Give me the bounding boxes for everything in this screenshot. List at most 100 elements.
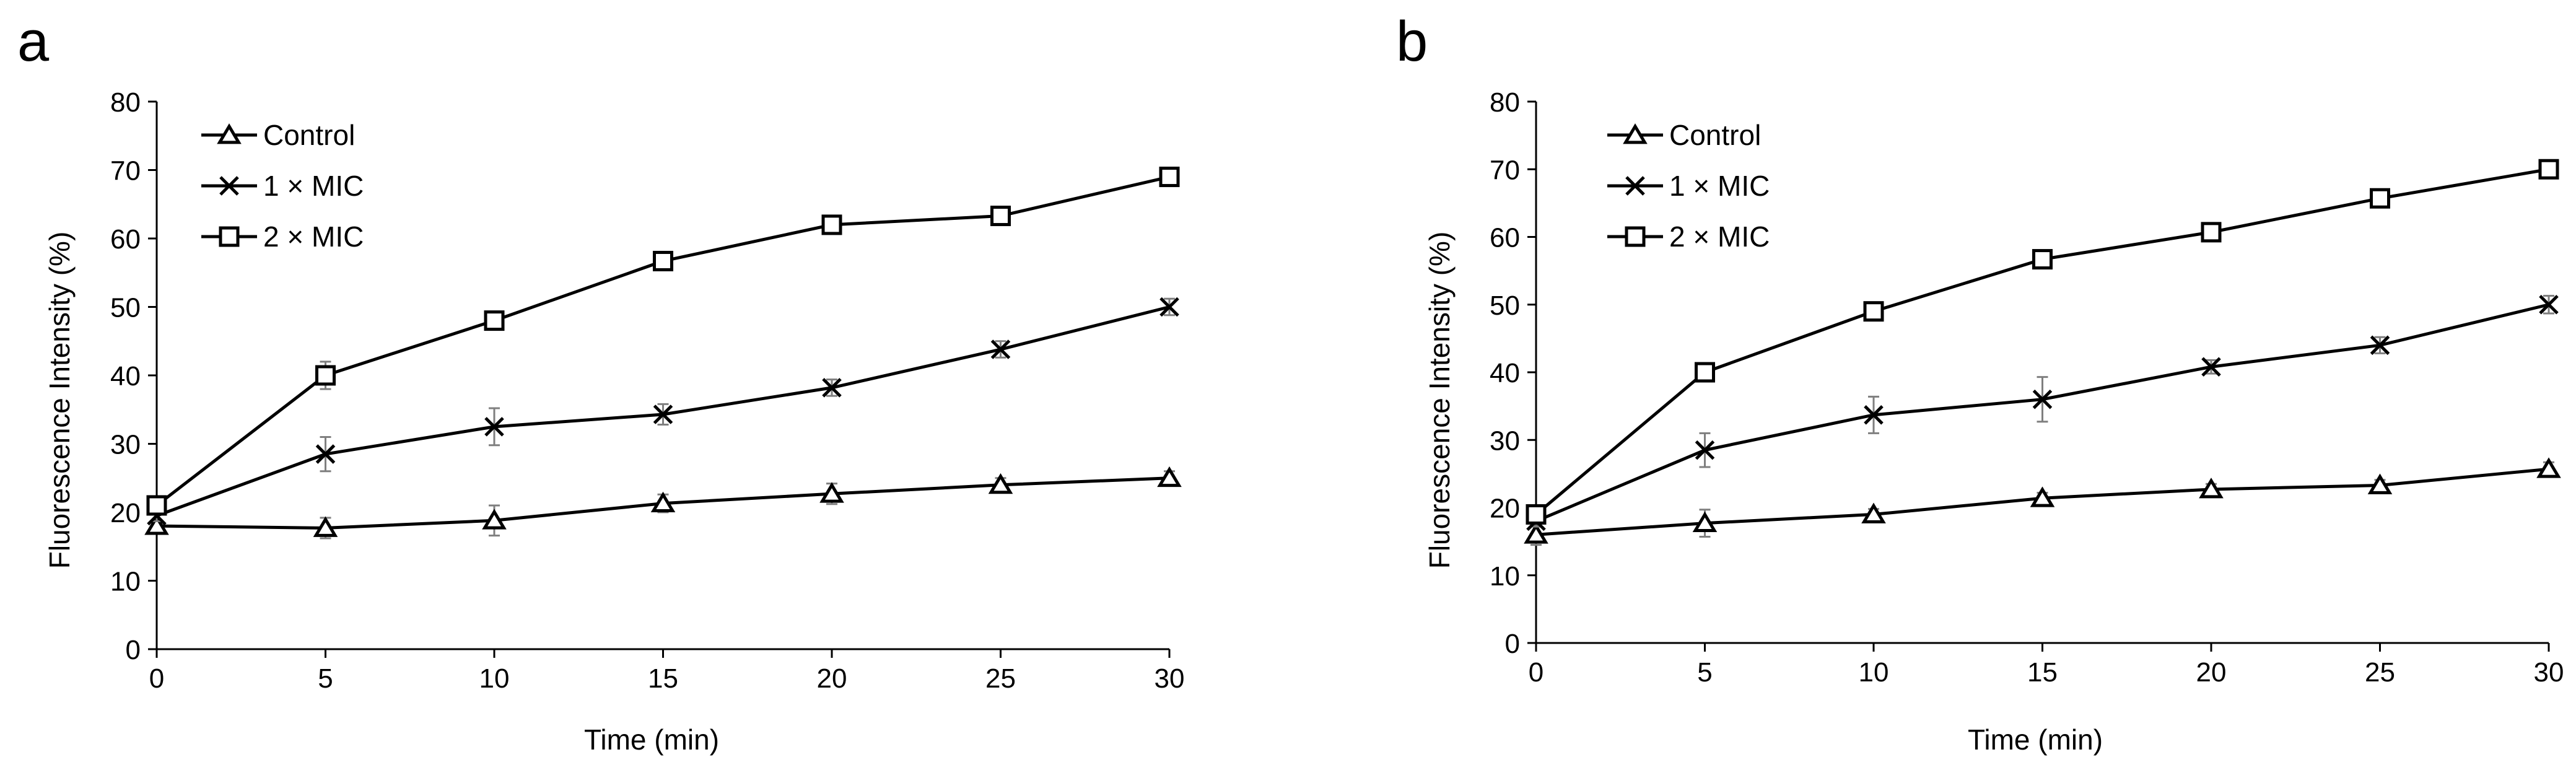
data-point (1159, 297, 1179, 317)
legend-entry: Control (201, 119, 355, 151)
data-point (484, 417, 504, 437)
data-point (315, 444, 336, 464)
series-square (1526, 159, 2559, 525)
y-tick-label: 60 (110, 224, 141, 255)
data-point (1864, 405, 1884, 425)
data-point (653, 404, 673, 424)
data-point (990, 339, 1011, 359)
data-point (315, 365, 336, 386)
legend-marker (219, 226, 240, 247)
x-tick-label: 30 (2534, 657, 2564, 688)
y-tick-label: 20 (1490, 494, 1520, 524)
x-tick-label: 25 (985, 663, 1016, 694)
data-point (2538, 159, 2559, 180)
legend-label: 1 × MIC (1669, 170, 1770, 202)
y-tick-label: 70 (110, 156, 141, 186)
y-tick-label: 40 (110, 361, 141, 391)
y-tick-label: 80 (110, 87, 141, 118)
legend-entry: 2 × MIC (201, 221, 364, 253)
y-tick-label: 0 (126, 635, 141, 665)
panel-b-label: b (1396, 10, 1428, 73)
x-tick-label: 0 (1529, 657, 1543, 688)
x-tick-label: 20 (2196, 657, 2227, 688)
data-point (313, 516, 338, 537)
data-point (2032, 249, 2053, 270)
x-tick-label: 0 (149, 663, 164, 694)
legend-label: Control (263, 119, 355, 151)
data-point (482, 509, 507, 530)
panel-a-label: a (17, 10, 50, 73)
data-point (822, 378, 842, 398)
series-x (1526, 294, 2559, 531)
data-point (650, 491, 676, 513)
data-point (2201, 357, 2221, 377)
series-triangle (1524, 457, 2561, 546)
panel-b: b Fluorescence Intensity (%) Time (min) … (1396, 10, 2564, 756)
legend-label: Control (1669, 119, 1761, 151)
data-point (1692, 511, 1718, 533)
data-point (1524, 523, 1548, 544)
data-point (146, 495, 167, 516)
data-point (1695, 440, 1715, 460)
y-tick-label: 60 (1490, 223, 1520, 253)
data-point (653, 250, 673, 271)
y-tick-label: 30 (110, 430, 141, 460)
legend-entry: Control (1607, 119, 1761, 151)
series-square (146, 167, 1180, 516)
x-tick-label: 5 (318, 663, 333, 694)
data-point (2201, 222, 2222, 243)
data-point (1157, 466, 1182, 487)
x-tick-label: 5 (1697, 657, 1712, 688)
x-tick-label: 25 (2365, 657, 2395, 688)
y-tick-label: 10 (1490, 561, 1520, 592)
panel-b-xlabel: Time (min) (1968, 723, 2103, 756)
data-point (2539, 294, 2559, 315)
legend-entry: 1 × MIC (201, 170, 364, 202)
data-point (819, 482, 844, 503)
y-tick-label: 10 (110, 567, 141, 597)
legend-marker (1625, 176, 1645, 196)
data-point (2030, 486, 2055, 507)
legend-label: 2 × MIC (1669, 221, 1770, 253)
y-tick-label: 50 (110, 293, 141, 323)
data-point (1861, 502, 1886, 523)
data-point (821, 214, 842, 235)
panel-a-ylabel: Fluorescence Intensity (%) (43, 232, 76, 569)
x-tick-label: 20 (817, 663, 847, 694)
data-point (2536, 457, 2561, 478)
data-point (484, 310, 505, 331)
panel-b-plot: 0 10 20 30 40 50 60 70 80 0 5 10 15 20 25 30 Control 1 × … (1490, 87, 2564, 688)
y-tick-label: 0 (1505, 629, 1520, 659)
data-point (144, 514, 169, 535)
data-point (990, 206, 1011, 227)
x-tick-label: 10 (1859, 657, 1889, 688)
data-point (988, 473, 1013, 494)
panel-a-xlabel: Time (min) (584, 723, 719, 756)
data-point (2032, 389, 2053, 409)
y-tick-label: 50 (1490, 291, 1520, 321)
x-tick-label: 10 (479, 663, 510, 694)
legend-label: 1 × MIC (263, 170, 364, 202)
x-tick-label: 15 (2027, 657, 2058, 688)
y-tick-label: 20 (110, 498, 141, 528)
legend-marker (219, 176, 239, 196)
panel-a: a Fluorescence Intensity (%) Time (min) … (17, 10, 1184, 756)
panel-a-plot: 0 10 20 30 40 50 60 70 80 0 5 10 15 20 25 30 Control 1 × … (110, 87, 1184, 694)
data-point (2370, 188, 2390, 209)
data-point (2367, 473, 2393, 494)
y-tick-label: 40 (1490, 358, 1520, 388)
data-point (2370, 335, 2390, 356)
series-triangle (144, 466, 1182, 540)
data-point (1159, 167, 1180, 188)
x-tick-label: 30 (1155, 663, 1185, 694)
legend-entry: 2 × MIC (1607, 221, 1770, 253)
y-tick-label: 70 (1490, 155, 1520, 185)
data-point (2199, 478, 2224, 499)
data-point (1695, 362, 1715, 383)
legend-entry: 1 × MIC (1607, 170, 1770, 202)
legend-marker (1625, 226, 1646, 247)
data-point (1526, 504, 1547, 525)
y-tick-label: 30 (1490, 426, 1520, 456)
